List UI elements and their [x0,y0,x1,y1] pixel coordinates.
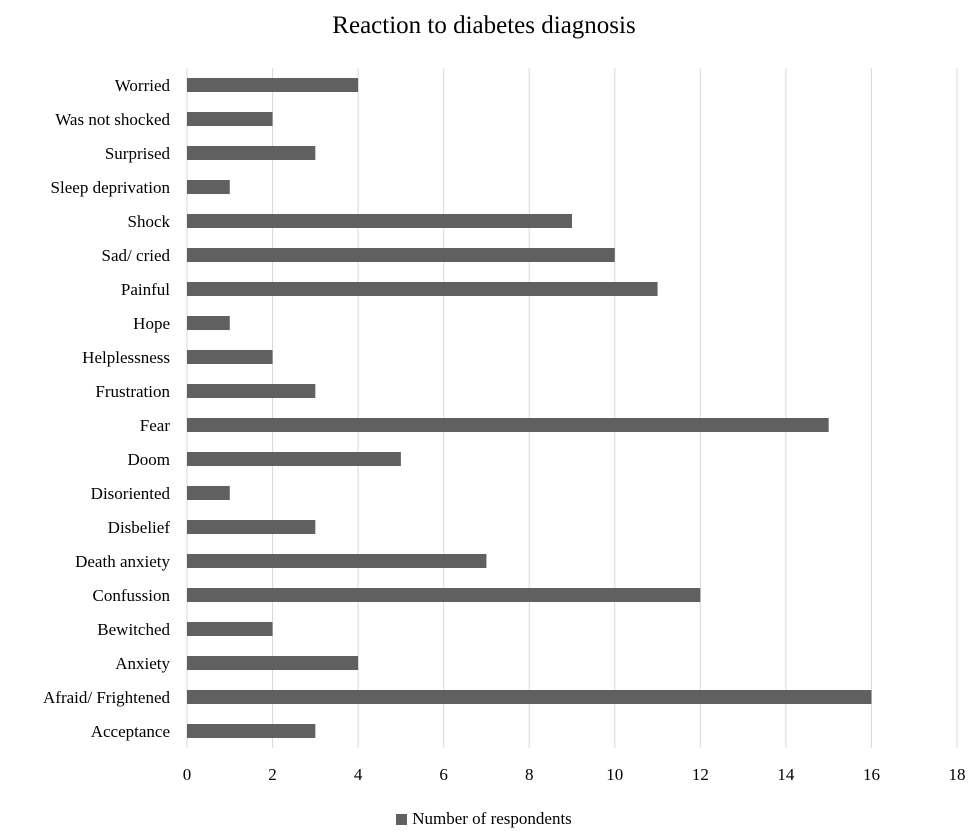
bar [187,622,273,636]
category-label: Doom [128,450,171,469]
bar [187,452,401,466]
bar [187,78,359,92]
x-tick-label: 8 [525,765,534,784]
bar [187,350,273,364]
x-tick-label: 4 [354,765,363,784]
category-label: Confussion [93,586,171,605]
category-label: Fear [140,416,171,435]
chart-plot: 0 2 4 6 8 10 12 14 16 18 Worried Was not shocked Sur… [43,68,966,784]
bar [187,418,829,432]
bar [187,384,316,398]
chart-title: Reaction to diabetes diagnosis [332,12,636,39]
bar [187,724,316,738]
category-label: Disbelief [108,518,171,537]
bar [187,316,230,330]
category-label: Acceptance [91,722,170,741]
category-label: Painful [121,280,170,299]
bar [187,282,658,296]
category-label: Bewitched [97,620,170,639]
x-tick-label: 6 [439,765,448,784]
category-label: Sleep deprivation [51,178,171,197]
bar [187,486,230,500]
x-tick-label: 16 [863,765,880,784]
category-label: Sad/ cried [102,246,171,265]
legend: Number of respondents [0,808,968,830]
category-label: Worried [115,76,171,95]
bar [187,588,701,602]
x-tick-label: 12 [692,765,709,784]
category-label: Helplessness [82,348,170,367]
bar [187,214,572,228]
category-label: Shock [128,212,171,231]
x-tick-label: 0 [183,765,192,784]
bar [187,180,230,194]
category-label: Disoriented [91,484,171,503]
category-label: Frustration [95,382,170,401]
x-tick-label: 10 [606,765,623,784]
bar [187,112,273,126]
category-label: Death anxiety [75,552,170,571]
category-label: Was not shocked [55,110,170,129]
x-tick-label: 2 [268,765,277,784]
bar [187,248,615,262]
bar [187,146,316,160]
x-tick-label: 14 [777,765,795,784]
bar [187,554,487,568]
category-label: Afraid/ Frightened [43,688,170,707]
category-label: Hope [133,314,170,333]
category-label: Surprised [105,144,171,163]
legend-label: Number of respondents [412,809,572,828]
bar [187,690,872,704]
category-label: Anxiety [115,654,170,673]
bar [187,656,359,670]
legend-swatch [396,813,408,825]
x-tick-label: 18 [949,765,966,784]
bar [187,520,316,534]
